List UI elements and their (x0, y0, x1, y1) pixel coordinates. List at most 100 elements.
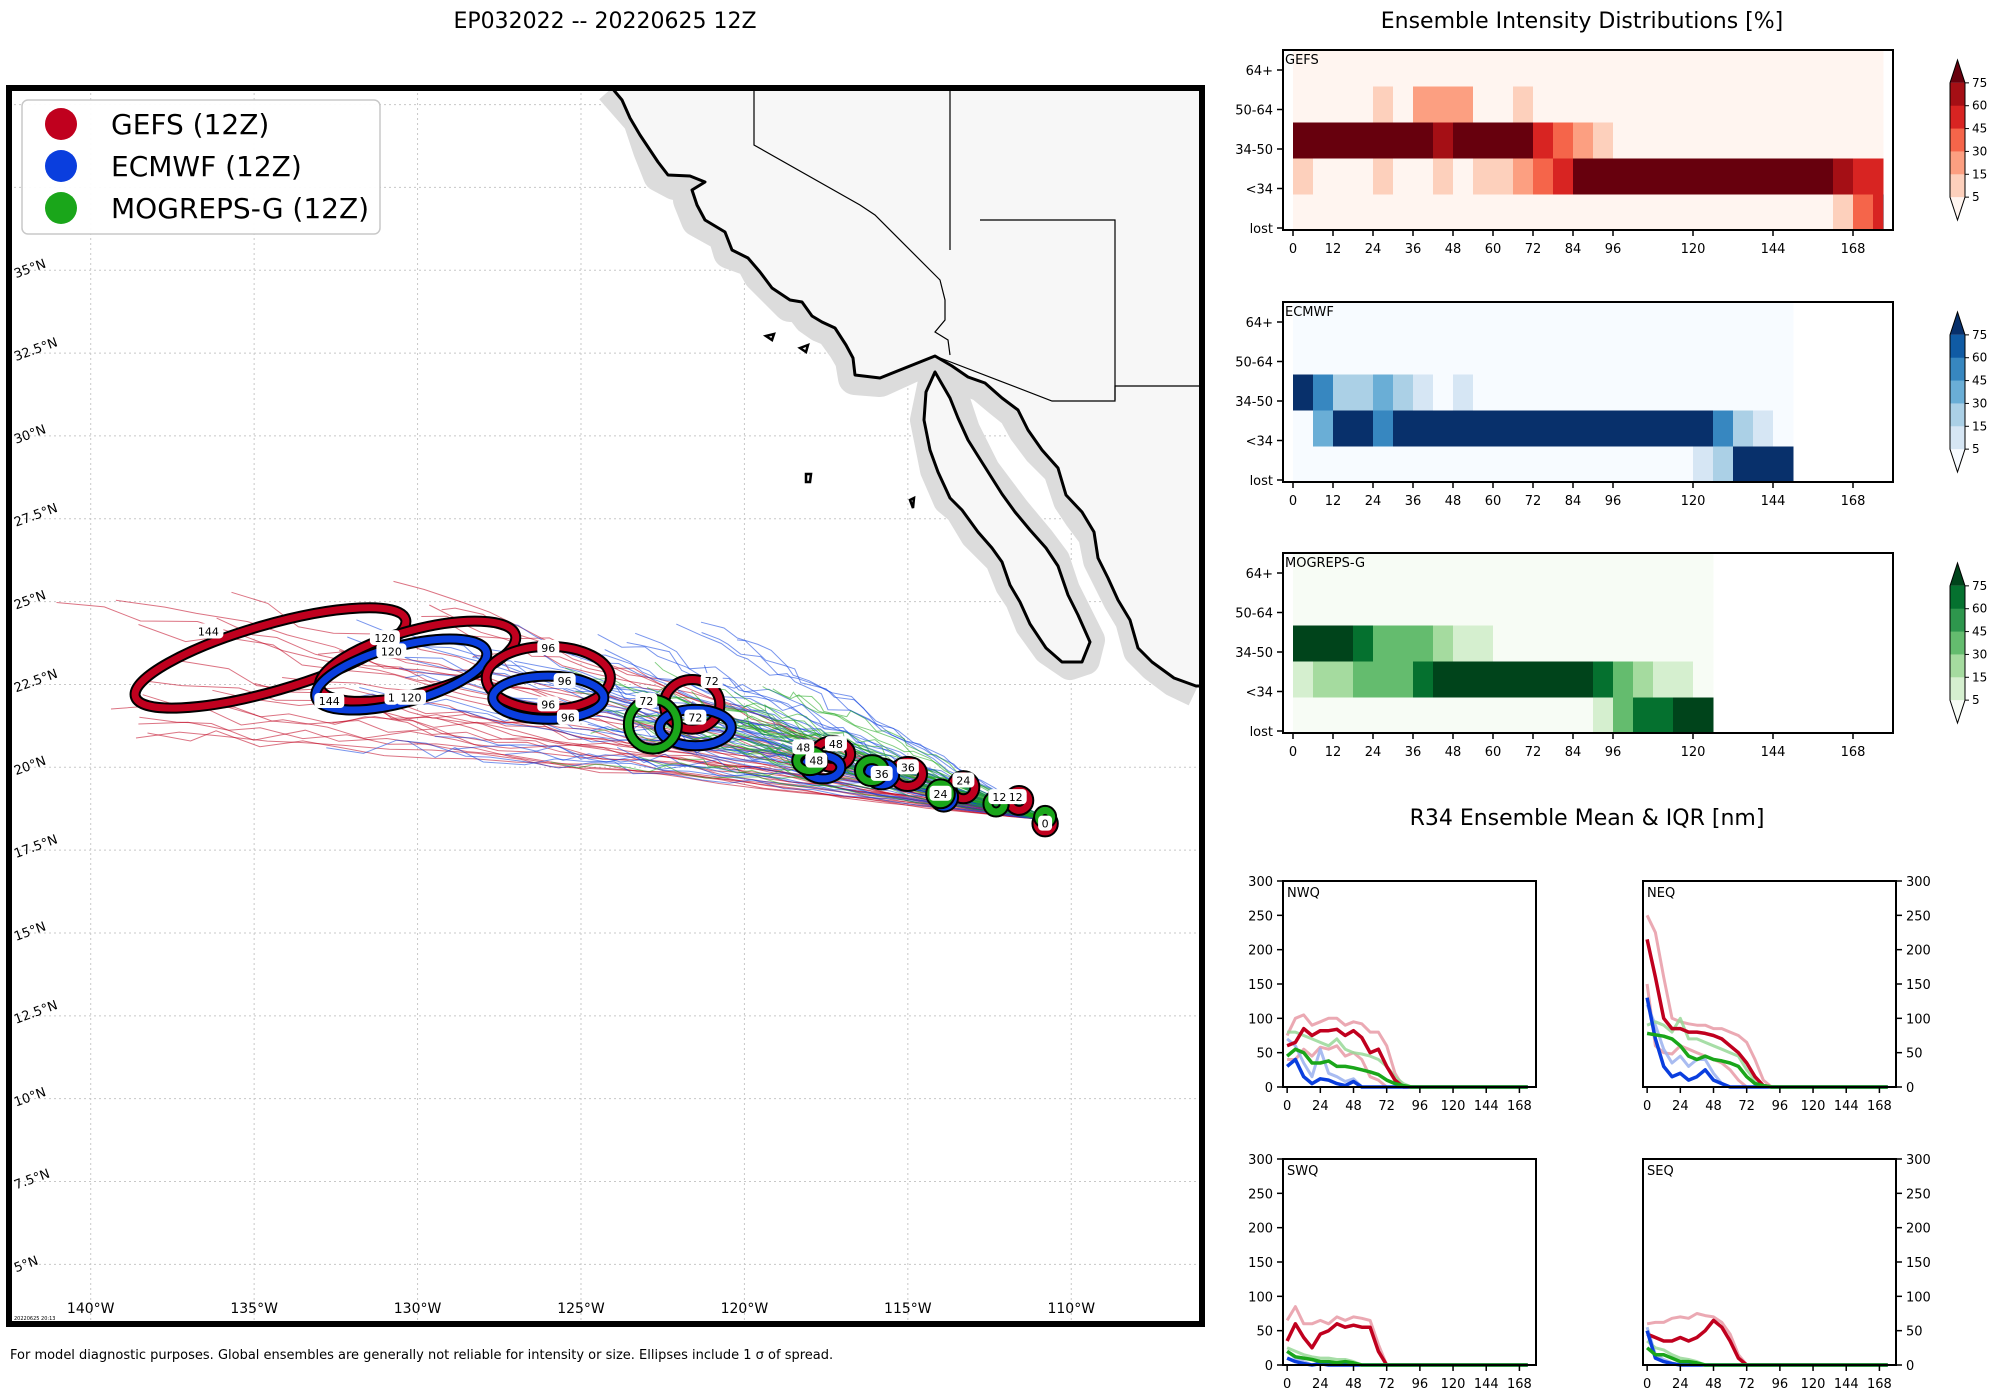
heatmap-cell (1333, 410, 1354, 447)
heatmap-cell (1393, 446, 1414, 483)
heatmap-cell (1593, 553, 1614, 590)
ecmwf-ellipse-96 (487, 670, 610, 725)
heatmap-cell (1793, 50, 1814, 87)
heatmap-cell (1533, 410, 1554, 447)
heatmap-cell (1453, 50, 1474, 87)
heatmap-model-label: GEFS (1285, 53, 1319, 68)
ellipse-label-box (537, 640, 560, 656)
intensity-category-label: <34 (1246, 183, 1273, 198)
heatmap-cell (1393, 50, 1414, 87)
r34-y-tick-label: 150 (1248, 1256, 1273, 1271)
r34-x-tick-label: 0 (1643, 1099, 1651, 1114)
forecast-hour-label: 60 (1485, 242, 1502, 257)
heatmap-cell (1553, 302, 1574, 339)
forecast-hour-label: 72 (1525, 242, 1542, 257)
heatmap-cell (1473, 338, 1494, 375)
heatmap-cell (1553, 589, 1574, 626)
colorbar-tick-label: 75 (1972, 76, 1987, 90)
heatmap-cell (1313, 553, 1334, 590)
heatmap-cell (1533, 446, 1554, 483)
heatmap-cell (1853, 86, 1874, 123)
heatmap-cell (1653, 374, 1674, 411)
heatmap-cell (1693, 661, 1714, 698)
r34-x-tick-label: 48 (1345, 1377, 1362, 1392)
colorbar-mogreps-g: 75 60 45 30 15 5 (1949, 561, 1987, 725)
heatmap-cell (1353, 553, 1374, 590)
forecast-hour-label: 72 (1525, 494, 1542, 509)
heatmap-cell (1633, 302, 1654, 339)
r34-x-tick-label: 24 (1672, 1377, 1689, 1392)
forecast-hour-label: 36 (1405, 494, 1422, 509)
gefs-ensemble-track (138, 721, 1052, 821)
r34-y-tick-label: 150 (1248, 978, 1273, 993)
heatmap-cell (1413, 374, 1434, 411)
colorbar-tick-label: 5 (1972, 190, 1980, 204)
heatmap-cell (1293, 374, 1314, 411)
r34-x-tick-label: 120 (1441, 1099, 1466, 1114)
heatmap-cell (1393, 697, 1414, 734)
intensity-category-label: lost (1250, 474, 1273, 489)
heatmap-cell (1573, 86, 1594, 123)
heatmap-cell (1713, 194, 1734, 231)
ellipse-label-box (988, 789, 1011, 805)
legend-mogreps-icon (45, 192, 77, 224)
map-legend: GEFS (12Z) ECMWF (12Z) MOGREPS-G (12Z) (21, 99, 381, 235)
colorbar-tick-label: 5 (1972, 442, 1980, 456)
colorbar-segment (1950, 403, 1965, 427)
heatmap-cell (1653, 86, 1674, 123)
ellipse-label-box (870, 765, 893, 781)
intensity-category-label: 50-64 (1235, 104, 1273, 119)
heatmap-cell (1373, 158, 1394, 195)
heatmap-cell (1413, 589, 1434, 626)
heatmap-cell (1613, 625, 1634, 662)
heatmap-cell (1573, 446, 1594, 483)
r34-y-tick-label: 100 (1248, 1012, 1273, 1027)
heatmap-cell (1433, 86, 1454, 123)
forecast-hour-label: 36 (1405, 745, 1422, 760)
r34-y-tick-label: 300 (1248, 875, 1273, 890)
heatmap-cell (1493, 625, 1514, 662)
heatmap-cell (1593, 86, 1614, 123)
ellipse-label-box (1038, 815, 1053, 831)
heatmap-cell (1413, 410, 1434, 447)
heatmap-cell (1373, 50, 1394, 87)
forecast-hour-label: 120 (1681, 745, 1706, 760)
heatmap-cell (1773, 302, 1794, 339)
heatmap-cell (1633, 338, 1654, 375)
forecast-hour-label: 0 (1289, 494, 1297, 509)
mainland (610, 88, 1202, 688)
r34-y-tick-label: 100 (1248, 1290, 1273, 1305)
heatmap-cell (1373, 302, 1394, 339)
forecast-hour-label: 120 (1681, 494, 1706, 509)
mogreps-ensemble-track (550, 761, 1052, 821)
heatmap-cell (1513, 86, 1534, 123)
heatmap-cell (1473, 625, 1494, 662)
heatmap-cell (1553, 158, 1574, 195)
r34-y-tick-label: 250 (1248, 909, 1273, 924)
heatmap-cell (1393, 589, 1414, 626)
heatmap-cell (1413, 625, 1434, 662)
heatmap-model-label: MOGREPS-G (1285, 556, 1365, 571)
intensity-category-label: lost (1250, 222, 1273, 237)
intensity-category-label: 64+ (1246, 64, 1273, 79)
heatmap-cell (1513, 661, 1534, 698)
ellipse-hour-label: 120 (401, 692, 422, 705)
heatmap-cell (1853, 50, 1874, 87)
heatmap-cell (1593, 338, 1614, 375)
heatmap-cell (1293, 625, 1314, 662)
heatmap-cell (1453, 374, 1474, 411)
heatmap-cell (1533, 302, 1554, 339)
heatmap-cell (1433, 122, 1454, 159)
heatmap-cell (1573, 697, 1594, 734)
lon-tick-label: 135°W (230, 1301, 278, 1317)
r34-y-tick-label: 200 (1906, 1222, 1931, 1237)
r34-x-tick-label: 72 (1738, 1377, 1755, 1392)
colorbar-max-triangle (1950, 60, 1965, 83)
r34-x-tick-label: 168 (1867, 1377, 1892, 1392)
heatmap-cell (1673, 194, 1694, 231)
heatmap-cell (1753, 302, 1774, 339)
legend-ecmwf-label: ECMWF (12Z) (111, 150, 302, 183)
